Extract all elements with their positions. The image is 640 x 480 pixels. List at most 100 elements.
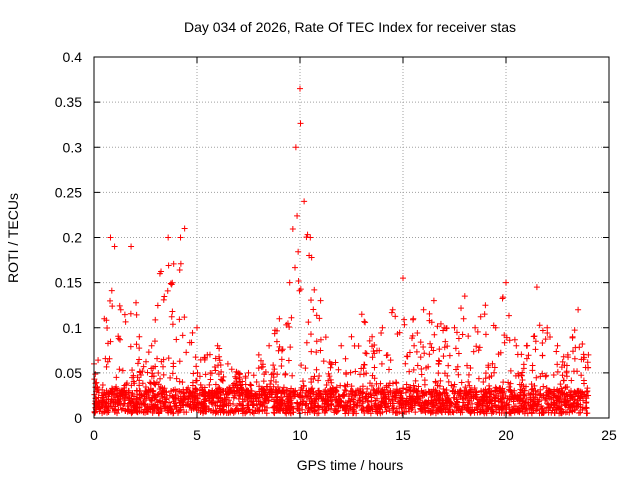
data-point	[585, 364, 592, 371]
data-point	[382, 400, 389, 407]
data-point	[191, 393, 198, 400]
data-point	[405, 405, 412, 412]
data-point	[352, 368, 359, 375]
peak-point	[148, 342, 155, 349]
data-point	[341, 392, 348, 399]
data-point	[333, 388, 340, 395]
data-point	[167, 280, 174, 287]
data-point	[169, 321, 176, 328]
data-point	[484, 406, 491, 413]
data-point	[351, 401, 358, 408]
data-point	[105, 403, 112, 410]
data-point	[297, 120, 304, 127]
data-point	[523, 383, 530, 390]
data-point	[366, 403, 373, 410]
data-point	[282, 371, 289, 378]
data-point	[409, 402, 416, 409]
data-point	[245, 393, 252, 400]
data-point	[520, 365, 527, 372]
data-point	[400, 385, 407, 392]
data-point	[504, 395, 511, 402]
data-point	[289, 226, 296, 233]
data-point	[220, 387, 227, 394]
data-point	[305, 404, 312, 411]
data-point	[321, 388, 328, 395]
data-point	[237, 401, 244, 408]
data-point	[354, 387, 361, 394]
data-point	[575, 392, 582, 399]
data-point	[439, 396, 446, 403]
data-point	[118, 406, 125, 413]
data-point	[539, 352, 546, 359]
data-point	[417, 339, 424, 346]
data-point	[117, 336, 124, 343]
data-point	[372, 390, 379, 397]
data-point	[228, 366, 235, 373]
data-point	[544, 330, 551, 337]
data-point	[151, 338, 158, 345]
peak-point	[286, 279, 293, 286]
data-point	[222, 396, 229, 403]
data-point	[308, 348, 315, 355]
data-point	[491, 364, 498, 371]
data-point	[523, 355, 530, 362]
peak-point	[327, 360, 334, 367]
data-point	[500, 379, 507, 386]
data-point	[547, 334, 554, 341]
data-point	[264, 383, 271, 390]
data-point	[371, 364, 378, 371]
data-point	[567, 395, 574, 402]
data-point	[417, 405, 424, 412]
data-point	[161, 405, 168, 412]
data-point	[292, 264, 299, 271]
data-point	[553, 400, 560, 406]
data-point	[571, 400, 578, 407]
data-point	[299, 393, 306, 400]
data-point	[497, 385, 504, 392]
data-point	[488, 372, 495, 379]
data-point	[315, 387, 322, 394]
data-point	[284, 402, 291, 409]
peak-point	[317, 297, 324, 304]
data-point	[269, 389, 276, 396]
data-point	[441, 370, 448, 377]
data-point	[533, 391, 540, 398]
data-point	[160, 371, 167, 378]
data-point	[260, 378, 267, 385]
data-point	[219, 403, 226, 410]
data-point	[345, 393, 352, 400]
data-point	[584, 388, 591, 395]
data-point	[404, 353, 411, 360]
data-point	[361, 361, 368, 368]
data-point	[302, 402, 309, 409]
data-point	[201, 398, 208, 405]
data-point	[454, 399, 461, 406]
data-point	[511, 393, 518, 400]
data-point	[300, 382, 307, 389]
data-point	[407, 388, 414, 395]
data-point	[574, 368, 581, 375]
data-point	[414, 330, 421, 337]
data-point	[474, 405, 481, 412]
data-point	[220, 409, 227, 416]
data-point	[370, 348, 377, 355]
data-point	[277, 405, 284, 412]
data-point	[139, 380, 146, 387]
data-point	[273, 338, 280, 345]
data-point	[525, 390, 532, 397]
data-point	[512, 372, 519, 379]
data-point	[449, 388, 456, 395]
data-point	[540, 383, 547, 390]
data-point	[169, 279, 176, 286]
data-point	[401, 316, 408, 323]
data-point	[521, 410, 528, 417]
data-point	[146, 403, 153, 410]
peak-point	[338, 342, 345, 349]
data-point	[157, 375, 164, 382]
data-point	[311, 402, 318, 409]
data-point	[294, 212, 301, 219]
data-point	[109, 405, 116, 412]
data-point	[91, 409, 98, 416]
data-point	[583, 404, 590, 411]
data-point	[437, 320, 444, 327]
